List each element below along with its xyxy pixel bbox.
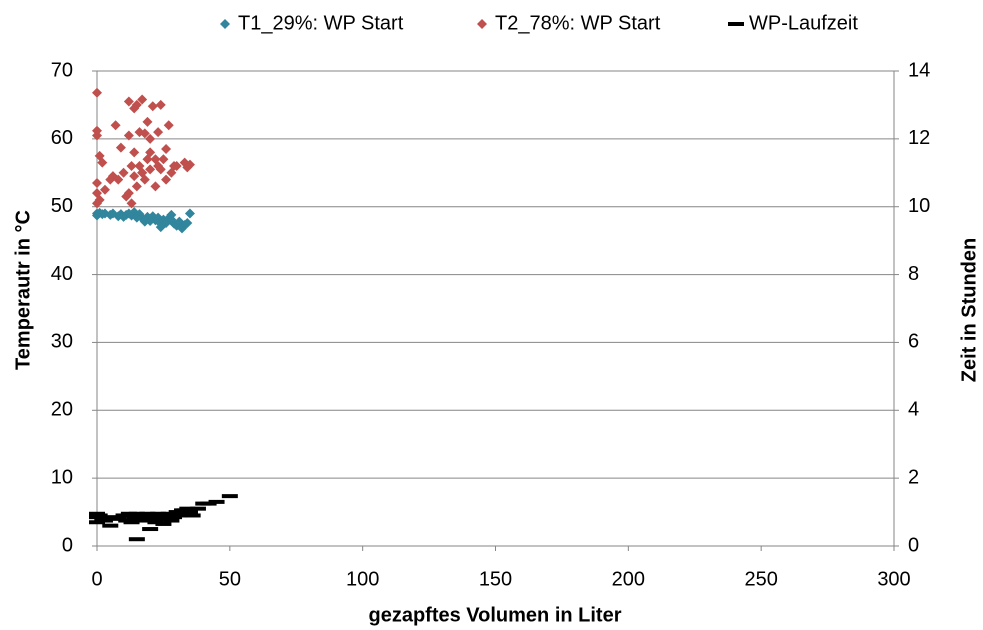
point — [161, 174, 172, 185]
point — [131, 212, 142, 223]
point — [102, 523, 119, 528]
x-tick-label: 150 — [479, 568, 512, 590]
point — [150, 181, 161, 192]
point — [113, 174, 124, 185]
point — [184, 513, 201, 518]
point — [153, 127, 164, 138]
point — [123, 96, 134, 107]
point — [145, 215, 156, 226]
point — [137, 167, 148, 178]
point — [158, 154, 169, 165]
x-tick-label: 250 — [744, 568, 777, 590]
y2-tick-label: 10 — [908, 195, 930, 217]
point — [123, 520, 140, 525]
y-tick-label: 10 — [51, 466, 73, 488]
point — [171, 513, 188, 518]
legend-marker — [220, 19, 230, 29]
point — [126, 198, 137, 209]
point — [118, 167, 129, 178]
point — [92, 177, 102, 188]
point — [179, 506, 196, 511]
point — [155, 218, 166, 229]
point — [155, 521, 172, 526]
point — [123, 130, 134, 141]
point — [153, 161, 164, 171]
point — [92, 87, 102, 98]
point — [137, 94, 148, 105]
x-tick-label: 200 — [612, 568, 645, 590]
point — [145, 133, 156, 144]
y2-tick-label: 14 — [908, 59, 930, 81]
legend-label: T2_78%: WP Start — [495, 12, 661, 34]
point — [129, 147, 140, 158]
legend-label: WP-Laufzeit — [749, 12, 858, 34]
point — [142, 116, 153, 127]
x-axis-title: gezapftes Volumen in Liter — [369, 604, 622, 626]
point — [131, 99, 142, 110]
point — [145, 164, 156, 175]
point — [128, 537, 145, 542]
legend-marker — [728, 22, 744, 26]
point — [110, 120, 121, 131]
x-tick-label: 300 — [877, 568, 910, 590]
point — [126, 161, 137, 171]
point — [147, 101, 158, 112]
point — [155, 99, 166, 110]
point — [166, 214, 177, 225]
point — [99, 184, 110, 195]
point — [131, 181, 142, 192]
point — [184, 159, 195, 170]
point — [91, 513, 108, 518]
point — [182, 218, 193, 228]
point — [189, 506, 206, 511]
point — [129, 171, 140, 182]
y2-tick-label: 0 — [908, 534, 919, 556]
point — [97, 157, 108, 168]
point — [115, 142, 126, 153]
y2-tick-label: 2 — [908, 466, 919, 488]
y-tick-label: 0 — [62, 534, 73, 556]
point — [208, 499, 225, 504]
point — [92, 130, 102, 141]
point — [94, 194, 105, 205]
y-tick-label: 30 — [51, 331, 73, 353]
y-tick-label: 70 — [51, 59, 73, 81]
y-tick-label: 40 — [51, 263, 73, 285]
y2-axis-title: Zeit in Stunden — [958, 238, 980, 382]
y-tick-label: 20 — [51, 399, 73, 421]
legend-label: T1_29%: WP Start — [238, 12, 404, 34]
y2-tick-label: 8 — [908, 263, 919, 285]
y-tick-label: 50 — [51, 195, 73, 217]
point — [145, 147, 156, 158]
legend-marker — [477, 19, 487, 29]
point — [221, 494, 238, 499]
y2-tick-label: 12 — [908, 127, 930, 149]
y2-tick-label: 6 — [908, 331, 919, 353]
point — [123, 188, 134, 199]
point — [181, 510, 198, 515]
x-tick-label: 0 — [91, 568, 102, 590]
point — [142, 527, 159, 532]
x-tick-label: 100 — [346, 568, 379, 590]
point — [96, 518, 113, 523]
x-tick-label: 50 — [219, 568, 241, 590]
point — [163, 518, 180, 523]
y-axis-title: Temperautr in °C — [12, 210, 34, 370]
point — [139, 128, 150, 139]
point — [171, 161, 182, 171]
point — [163, 120, 174, 131]
y-tick-label: 60 — [51, 127, 73, 149]
point — [184, 208, 195, 219]
y2-tick-label: 4 — [908, 399, 919, 421]
point — [161, 144, 172, 155]
